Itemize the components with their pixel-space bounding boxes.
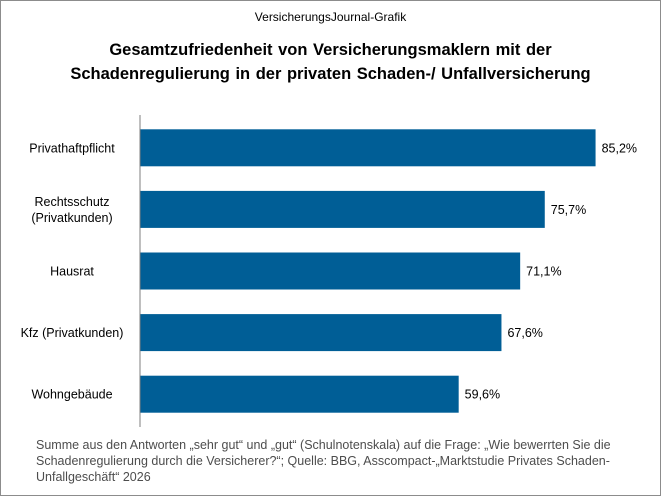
bar-1 xyxy=(140,190,545,228)
value-label-2: 71,1% xyxy=(526,265,561,279)
category-label-0: Privathaftpflicht xyxy=(29,141,115,155)
chart-footnote: Summe aus den Antworten „sehr gut“ und „… xyxy=(36,438,611,484)
value-label-3: 67,6% xyxy=(507,326,542,340)
category-label-2: Hausrat xyxy=(50,265,94,279)
bar-0 xyxy=(140,129,596,167)
value-label-0: 85,2% xyxy=(602,141,637,155)
value-label-4: 59,6% xyxy=(465,388,500,402)
bar-3 xyxy=(140,314,502,352)
chart-source-label: VersicherungsJournal-Grafik xyxy=(254,10,407,24)
category-label-4: Wohngebäude xyxy=(31,388,112,402)
chart-title: Gesamtzufriedenheit von Versicherungsmak… xyxy=(70,41,591,83)
category-label-3: Kfz (Privatkunden) xyxy=(21,326,124,340)
bar-4 xyxy=(140,375,459,413)
bar-2 xyxy=(140,252,521,290)
category-label-1: Rechtsschutz (Privatkunden) xyxy=(31,195,112,225)
value-label-1: 75,7% xyxy=(551,203,586,217)
